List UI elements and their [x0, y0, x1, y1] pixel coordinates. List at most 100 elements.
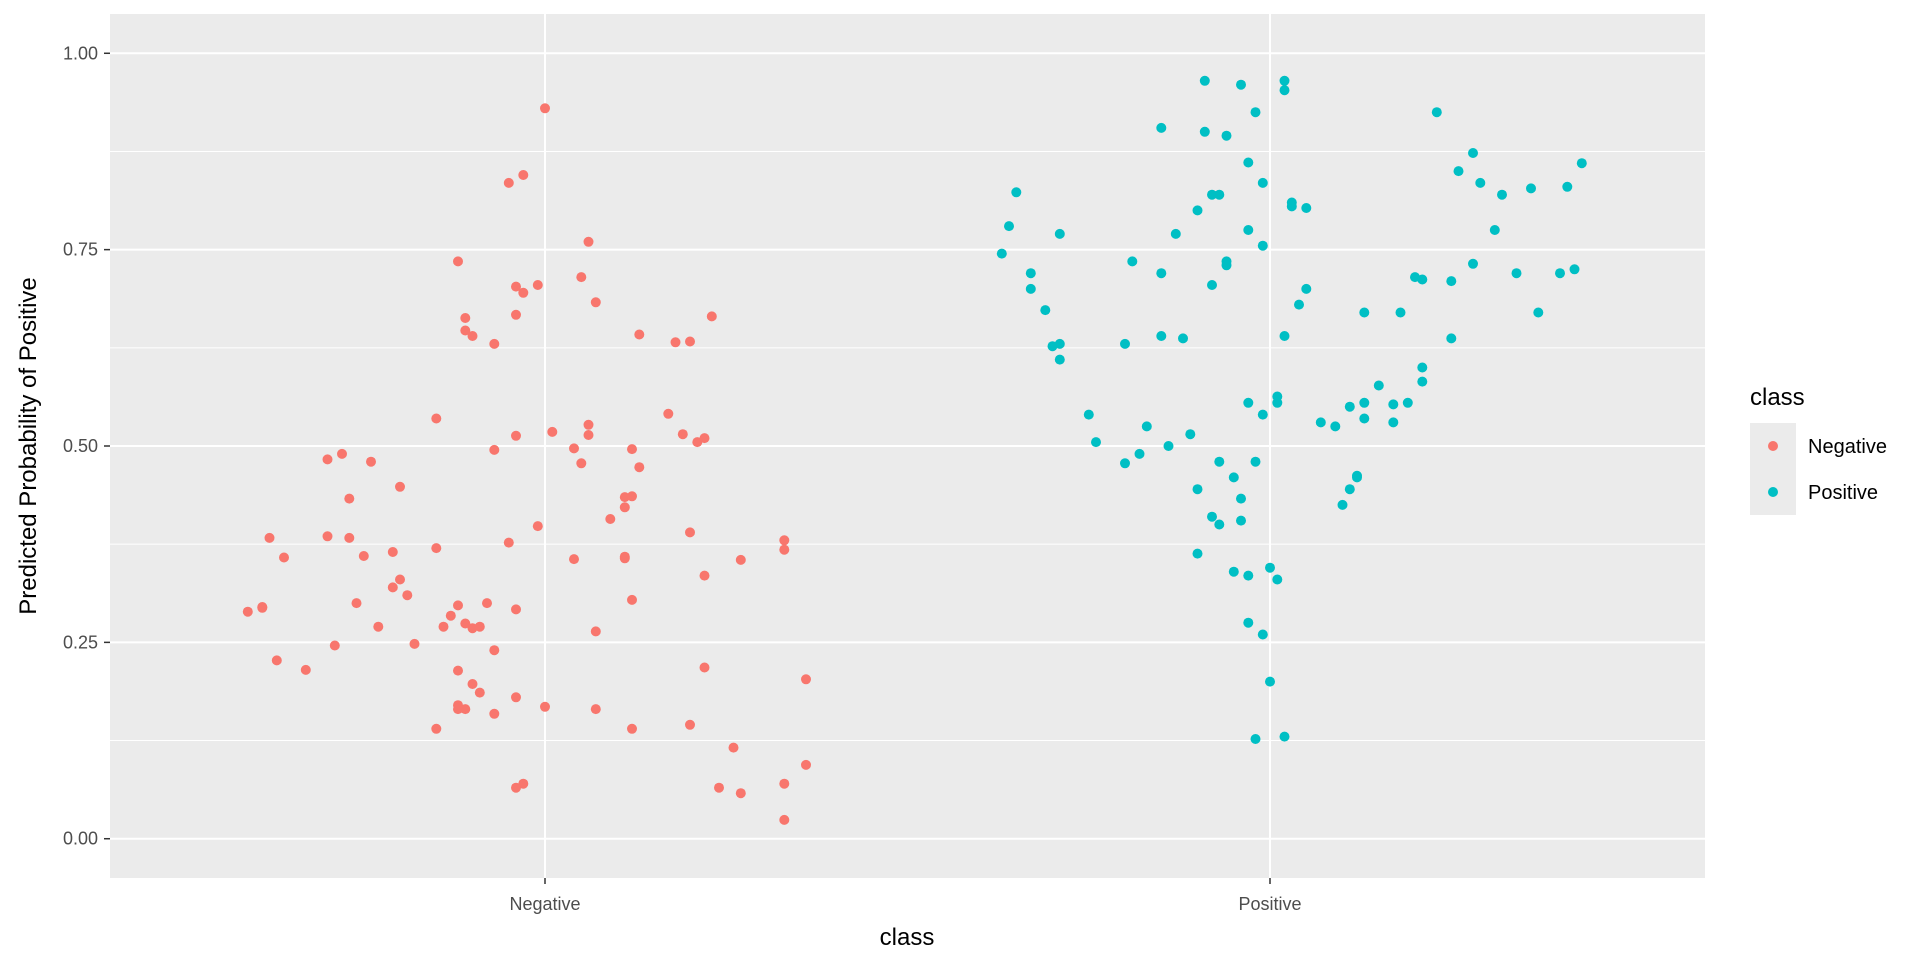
data-point-positive: [1417, 362, 1428, 373]
data-point-negative: [518, 287, 529, 298]
data-point-positive: [1207, 189, 1217, 200]
data-point-positive: [1344, 484, 1355, 495]
x-axis-ticks: Negative Positive: [509, 878, 1302, 914]
data-point-positive: [1265, 676, 1275, 687]
data-point-positive: [1272, 574, 1283, 585]
data-point-negative: [511, 692, 521, 703]
data-point-negative: [619, 502, 630, 513]
data-point-negative: [779, 778, 790, 789]
data-point-positive: [1279, 731, 1290, 742]
data-point-negative: [257, 602, 268, 613]
data-point-positive: [1250, 734, 1261, 744]
data-point-negative: [489, 708, 500, 719]
data-point-negative: [453, 665, 463, 676]
data-point-positive: [1257, 240, 1268, 251]
data-point-positive: [1250, 456, 1261, 467]
data-point-negative: [735, 788, 746, 799]
data-point-negative: [714, 782, 724, 793]
legend-label-negative: Negative: [1808, 436, 1887, 458]
data-point-negative: [271, 655, 282, 666]
data-point-positive: [1214, 189, 1225, 200]
data-point-positive: [1395, 307, 1406, 318]
data-point-positive: [1279, 75, 1290, 86]
data-point-negative: [801, 674, 811, 685]
data-point-negative: [431, 413, 442, 424]
x-tick-label: Positive: [1238, 894, 1301, 914]
data-point-positive: [1243, 157, 1254, 168]
data-point-negative: [532, 280, 543, 290]
data-point-positive: [1199, 75, 1210, 86]
data-point-negative: [634, 462, 645, 473]
data-point-positive: [1359, 397, 1370, 408]
data-point-positive: [1301, 203, 1312, 213]
data-point-negative: [431, 723, 442, 734]
data-point-positive: [1562, 181, 1573, 192]
data-point-negative: [489, 645, 500, 656]
data-point-negative: [627, 594, 637, 605]
data-point-positive: [1265, 562, 1275, 573]
data-point-negative: [540, 701, 550, 712]
data-point-positive: [1207, 280, 1217, 290]
data-point-positive: [1453, 166, 1464, 177]
data-point-positive: [1120, 458, 1130, 469]
data-point-negative: [489, 444, 500, 455]
data-point-positive: [1294, 299, 1304, 310]
data-point-positive: [1257, 177, 1268, 188]
data-point-positive: [1402, 397, 1413, 408]
data-point-positive: [1228, 566, 1239, 577]
data-point-positive: [1301, 283, 1312, 294]
data-point-positive: [1576, 158, 1587, 169]
data-point-positive: [1025, 268, 1036, 279]
data-point-negative: [779, 544, 790, 555]
data-point-negative: [344, 532, 355, 543]
data-point-negative: [518, 778, 529, 789]
data-point-positive: [1315, 417, 1326, 428]
data-point-negative: [344, 493, 355, 504]
data-point-negative: [518, 170, 529, 180]
data-point-negative: [453, 600, 463, 611]
x-tick-label: Negative: [509, 894, 580, 914]
data-point-negative: [511, 281, 521, 292]
y-axis-title: Predicted Probability of Positive: [15, 277, 42, 615]
data-point-negative: [453, 256, 463, 267]
data-point-positive: [1170, 228, 1181, 239]
data-point-positive: [1279, 85, 1290, 96]
data-point-negative: [322, 454, 333, 465]
data-point-positive: [1221, 256, 1232, 267]
y-tick-label: 1.00: [63, 43, 98, 63]
data-point-negative: [569, 443, 579, 454]
data-point-negative: [619, 553, 630, 564]
data-point-negative: [460, 313, 471, 323]
data-point-negative: [467, 331, 478, 341]
data-point-positive: [1054, 228, 1065, 239]
gridlines: [110, 14, 1705, 878]
data-point-positive: [1569, 264, 1580, 275]
data-point-negative: [431, 543, 442, 554]
data-point-positive: [1120, 338, 1130, 349]
data-point-negative: [474, 687, 485, 698]
data-point-negative: [576, 272, 587, 283]
data-point-positive: [1221, 130, 1232, 141]
data-point-positive: [1134, 448, 1145, 459]
data-point-negative: [467, 679, 478, 689]
data-point-positive: [1511, 268, 1522, 279]
data-point-positive: [1431, 107, 1442, 118]
data-point-negative: [511, 604, 521, 615]
legend-label-positive: Positive: [1808, 482, 1878, 504]
data-point-negative: [627, 723, 637, 734]
data-point-negative: [685, 336, 695, 347]
data-point-positive: [1526, 183, 1536, 194]
data-point-positive: [1272, 391, 1283, 402]
data-point-negative: [387, 582, 398, 593]
data-point-positive: [1011, 187, 1022, 198]
data-point-negative: [699, 570, 710, 581]
data-point-negative: [503, 177, 514, 188]
y-axis-ticks: 0.00 0.25 0.50 0.75 1.00: [63, 43, 110, 849]
data-point-positive: [1417, 274, 1428, 285]
data-point-negative: [489, 338, 500, 349]
y-tick-label: 0.25: [63, 632, 98, 652]
y-tick-label: 0.75: [63, 240, 98, 260]
data-point-negative: [532, 521, 543, 532]
data-point-positive: [1054, 354, 1065, 365]
data-point-negative: [685, 527, 695, 538]
